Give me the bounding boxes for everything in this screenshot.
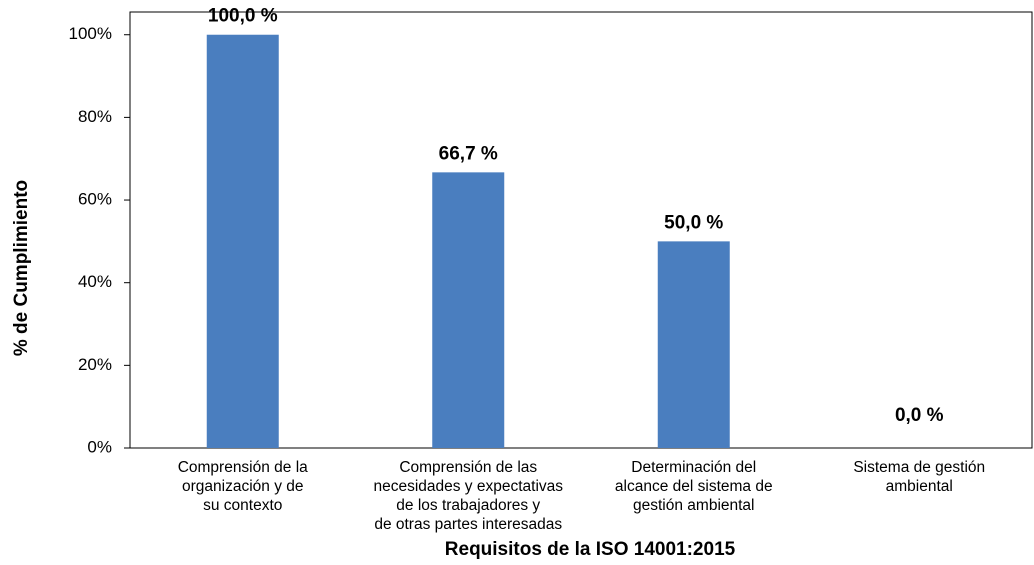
y-tick-label: 40% [78, 272, 112, 291]
data-label: 66,7 % [439, 143, 498, 164]
y-tick-label: 100% [69, 24, 112, 43]
bar [206, 34, 279, 448]
x-tick-label: Comprensión de las necesidades y expectat… [373, 459, 563, 533]
x-tick-label: Sistema de gestión ambiental [853, 459, 985, 495]
x-tick-label: Comprensión de la organización y de su con… [178, 459, 308, 514]
data-label: 0,0 % [895, 405, 944, 426]
plot-frame [129, 11, 1033, 449]
y-tick-label: 0% [87, 437, 112, 456]
data-label: 50,0 % [664, 212, 723, 233]
x-tick-label: Determinación del alcance del sistema de g… [615, 459, 773, 514]
y-tick-label: 20% [78, 355, 112, 374]
y-tick-label: 80% [78, 107, 112, 126]
y-axis-title: % de Cumplimiento [11, 180, 32, 356]
y-tick-label: 60% [78, 190, 112, 209]
data-label: 100,0 % [208, 6, 278, 27]
x-axis-title: Requisitos de la ISO 14001:2015 [445, 539, 736, 560]
bar [657, 241, 730, 448]
bar [432, 172, 505, 448]
